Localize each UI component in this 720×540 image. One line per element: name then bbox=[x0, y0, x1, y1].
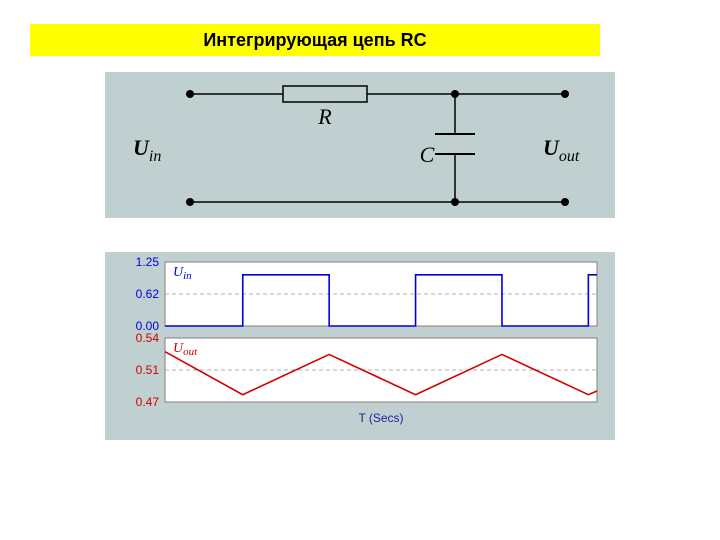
svg-text:1.25: 1.25 bbox=[136, 255, 160, 269]
svg-text:R: R bbox=[317, 104, 332, 129]
svg-text:0.62: 0.62 bbox=[136, 287, 160, 301]
circuit-diagram: UinUoutRC bbox=[105, 72, 615, 218]
title-text: Интегрирующая цепь RC bbox=[203, 30, 426, 51]
waveform-plots: 1.250.620.00Uin0.540.510.47UoutT (Secs) bbox=[105, 252, 615, 440]
title-bar: Интегрирующая цепь RC bbox=[30, 24, 600, 56]
svg-text:C: C bbox=[420, 142, 435, 167]
svg-text:0.51: 0.51 bbox=[136, 363, 160, 377]
svg-text:0.54: 0.54 bbox=[136, 331, 160, 345]
svg-text:T (Secs): T (Secs) bbox=[358, 411, 403, 425]
svg-text:0.47: 0.47 bbox=[136, 395, 160, 409]
